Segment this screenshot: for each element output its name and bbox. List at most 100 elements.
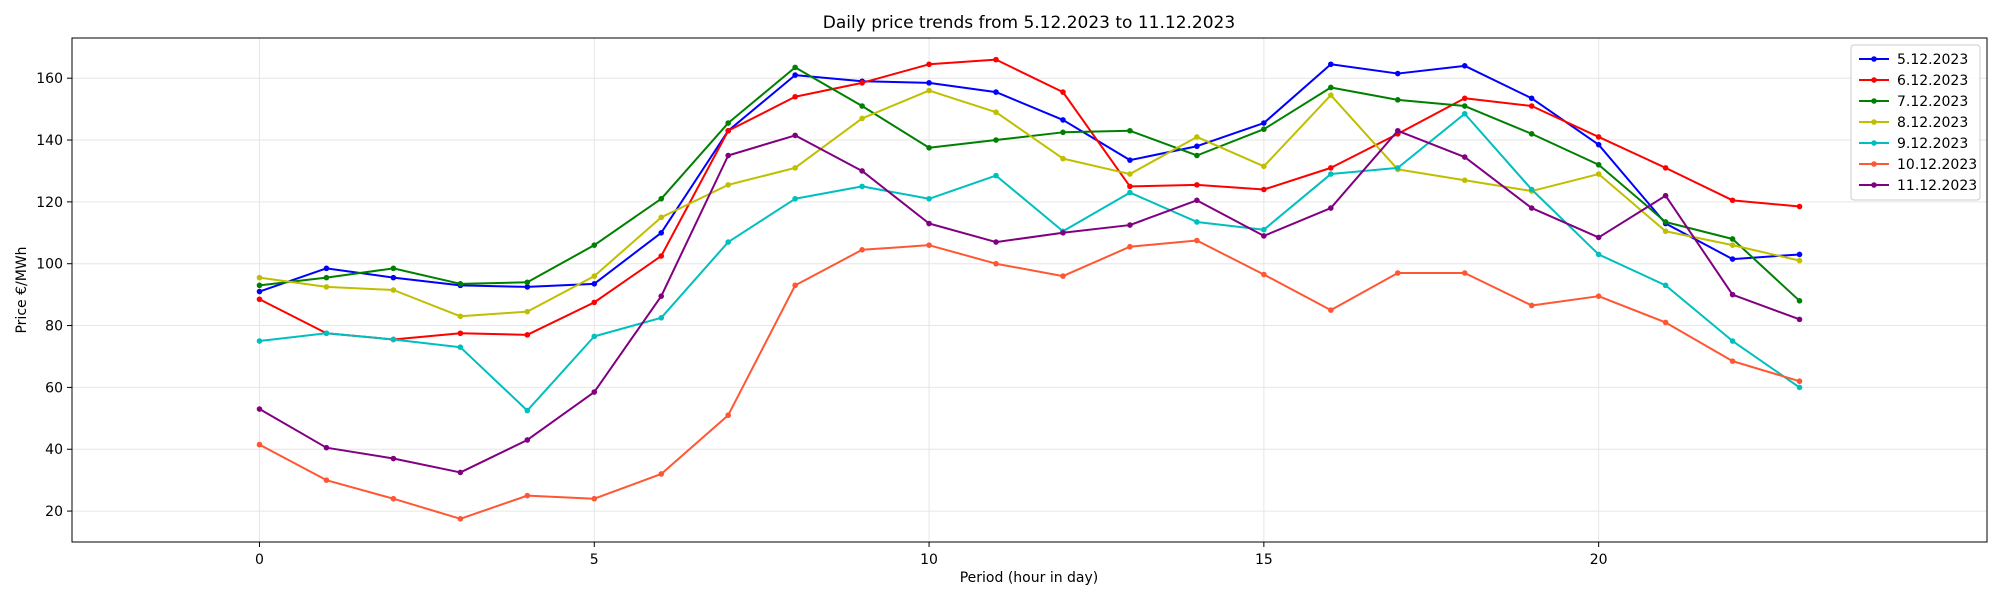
legend-marker (1871, 161, 1877, 167)
y-axis-label: Price €/MWh (14, 246, 30, 333)
data-point (1194, 182, 1200, 188)
data-point (524, 284, 531, 290)
data-point (926, 80, 932, 86)
data-point (1595, 134, 1602, 140)
x-tick-label: 15 (1255, 552, 1273, 568)
legend-item: 7.12.2023 (1859, 94, 1968, 110)
legend-marker (1871, 119, 1877, 125)
data-point (591, 495, 598, 502)
series-7-12-2023 (256, 64, 1803, 304)
data-point (390, 287, 397, 293)
data-point (591, 242, 598, 248)
data-point (1796, 251, 1803, 258)
data-point (1662, 192, 1669, 199)
y-tick-label: 140 (36, 133, 63, 149)
x-tick-label: 5 (590, 552, 599, 568)
data-point (1194, 143, 1200, 150)
data-point (993, 172, 999, 179)
data-point (323, 284, 330, 290)
series-11-12-2023 (256, 127, 1803, 476)
chart-title: Daily price trends from 5.12.2023 to 11.… (823, 13, 1235, 33)
data-point (1328, 92, 1334, 99)
data-point (591, 281, 598, 287)
legend-item: 5.12.2023 (1859, 52, 1968, 68)
data-point (792, 93, 798, 100)
y-axis: 20 40 60 80 100 120 140 160 (36, 71, 72, 520)
series-line (258, 129, 1800, 474)
data-point (725, 239, 731, 245)
data-point (1261, 226, 1267, 233)
x-axis-label: Period (hour in day) (960, 570, 1099, 586)
data-point (658, 229, 665, 236)
data-point (256, 406, 263, 412)
data-point (1595, 141, 1602, 148)
legend-marker (1871, 56, 1877, 62)
series-line (259, 239, 1800, 520)
data-point (658, 253, 665, 259)
series-8-12-2023 (256, 87, 1803, 320)
data-point (591, 273, 598, 279)
data-point (457, 313, 464, 320)
data-point (658, 214, 665, 221)
data-point (323, 265, 330, 272)
data-point (859, 80, 865, 86)
data-point (1796, 384, 1803, 391)
legend: 5.12.2023 6.12.2023 7.12.2023 8.12.2023 9.12… (1850, 44, 1981, 201)
data-point (524, 437, 531, 443)
y-tick-label: 60 (45, 380, 63, 396)
x-tick-label: 0 (255, 552, 264, 568)
y-tick-label: 20 (45, 504, 63, 520)
data-point (725, 182, 731, 188)
data-point (1194, 134, 1200, 140)
data-point (256, 441, 263, 448)
data-point (256, 288, 263, 295)
data-point (993, 89, 999, 95)
data-point (390, 265, 397, 272)
data-point (1729, 256, 1736, 262)
data-point (1127, 127, 1133, 134)
data-point (1461, 270, 1468, 276)
data-point (457, 330, 464, 337)
data-point (926, 195, 932, 202)
data-point (725, 120, 731, 126)
series-5-12-2023 (256, 61, 1803, 295)
data-point (1060, 273, 1066, 279)
data-point (1127, 183, 1133, 190)
data-point (390, 274, 397, 281)
legend-marker (1871, 98, 1877, 104)
data-point (658, 471, 665, 477)
series-line (259, 112, 1801, 412)
data-point (859, 247, 865, 253)
data-point (1261, 126, 1267, 133)
y-tick-label: 40 (45, 442, 63, 458)
data-point (1461, 103, 1468, 109)
data-point (457, 344, 464, 351)
data-point (390, 495, 397, 502)
legend-label: 6.12.2023 (1897, 73, 1968, 89)
y-tick-label: 160 (36, 71, 63, 87)
data-point (1060, 129, 1066, 136)
data-point (1127, 189, 1133, 196)
data-point (256, 274, 263, 281)
data-point (1595, 161, 1602, 168)
data-point (457, 469, 464, 476)
data-point (725, 412, 731, 419)
data-point (1194, 197, 1200, 204)
data-point (1261, 271, 1267, 278)
data-point (792, 72, 798, 78)
series-line (259, 63, 1800, 293)
data-point (1729, 338, 1736, 344)
data-point (1796, 378, 1803, 385)
data-point (725, 127, 731, 134)
data-point (1394, 70, 1401, 77)
data-point (1261, 233, 1267, 239)
legend-item: 6.12.2023 (1859, 73, 1968, 89)
x-tick-label: 10 (920, 552, 938, 568)
legend-label: 11.12.2023 (1897, 178, 1977, 194)
series-10-12-2023 (256, 237, 1803, 522)
data-point (859, 168, 865, 174)
data-point (658, 315, 665, 321)
data-point (524, 308, 531, 315)
data-point (859, 103, 865, 109)
data-point (323, 330, 330, 337)
